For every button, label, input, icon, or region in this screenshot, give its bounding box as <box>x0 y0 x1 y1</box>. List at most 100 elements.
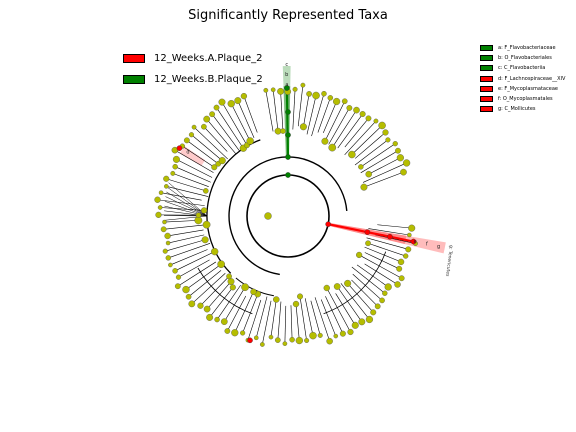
leaf-node <box>231 329 239 337</box>
leaf-node <box>154 196 161 203</box>
leaf-node <box>332 97 341 106</box>
leaf-node <box>300 82 306 88</box>
leaf-node <box>209 111 216 118</box>
chart-title: Significantly Represented Taxa <box>188 8 388 23</box>
branch-spoke <box>297 85 304 127</box>
branch-spoke <box>200 276 230 306</box>
fan-branch <box>168 182 208 217</box>
node-group-a <box>176 145 183 151</box>
leaf-node <box>160 226 167 233</box>
branch-spoke <box>160 192 202 201</box>
leaf-node <box>358 318 366 326</box>
leaf-node <box>304 338 310 344</box>
leaf-node <box>175 274 182 280</box>
branch-spoke <box>230 103 251 142</box>
inner-node <box>333 283 341 290</box>
inner-node <box>358 164 364 170</box>
branch-spoke <box>163 224 207 230</box>
inner-node <box>200 207 208 214</box>
branch-spoke <box>328 107 350 145</box>
taxa-key-label-b: b: O_Flavobacteriales <box>498 55 552 62</box>
sector-red-small <box>179 146 206 166</box>
inner-node <box>202 188 209 194</box>
taxa-key-item-g: g: C_Mollicutes <box>480 105 565 114</box>
branch-spoke <box>216 284 241 320</box>
root-node <box>264 212 272 220</box>
branch-spoke <box>185 263 222 290</box>
branch-spoke <box>280 91 284 132</box>
leaf-node <box>240 330 246 336</box>
branch-spoke <box>247 299 262 341</box>
taxa-key-label-c: c: C_Flavobacteriia <box>498 65 546 72</box>
branch-spoke <box>310 300 321 336</box>
branch-spoke <box>174 149 214 173</box>
inner-node <box>321 137 329 145</box>
taxa-key-legend: a: F_Flavobacteriaceae b: O_Flavobacteri… <box>480 44 565 115</box>
leaf-node <box>191 124 197 130</box>
branch-spoke <box>299 296 307 341</box>
branch-spoke <box>203 126 228 152</box>
branch-spoke <box>191 273 226 305</box>
leaf-node <box>270 87 276 93</box>
inner-node <box>226 273 232 280</box>
node-group-b <box>285 132 291 138</box>
branch-spoke <box>221 101 248 146</box>
leaf-node <box>365 315 374 324</box>
leaf-node <box>295 336 303 345</box>
branch-spoke <box>354 132 386 159</box>
leaf-node <box>312 91 320 100</box>
sector-letter-small: d <box>186 149 189 155</box>
leaf-node <box>172 155 180 163</box>
branch-spoke <box>262 300 272 345</box>
branch-spoke <box>243 96 258 133</box>
leaf-node <box>263 87 269 93</box>
leaf-node <box>397 258 405 266</box>
taxa-key-item-e: e: F_Mycoplasmataceae <box>480 84 565 93</box>
leaf-node <box>289 336 295 343</box>
leaf-node <box>188 132 195 138</box>
leaf-node <box>218 98 226 106</box>
branch-spoke <box>344 118 369 148</box>
leaf-node <box>183 137 190 144</box>
sector-letter-green: a <box>285 82 288 88</box>
branch-spoke <box>255 296 268 338</box>
branch-spoke <box>358 254 402 279</box>
leaf-node <box>306 91 312 97</box>
branch-spoke <box>366 237 409 250</box>
leaf-node <box>359 111 366 118</box>
branch-spoke <box>157 199 205 206</box>
leaf-node <box>353 106 360 114</box>
branch-spoke <box>170 249 208 266</box>
ring-phylum <box>246 174 330 258</box>
branch-spoke <box>363 171 404 188</box>
leaf-node <box>165 255 171 261</box>
taxa-key-swatch-g <box>480 105 493 112</box>
sector-labels: cba g f e d <box>186 62 440 250</box>
taxa-key-label-d: d: F_Lachnospiraceae__XIV <box>498 75 566 82</box>
leaf-node <box>407 232 412 238</box>
branch-spoke <box>193 126 228 160</box>
leaf-node <box>392 141 398 147</box>
node-group-b <box>285 172 291 178</box>
node-group-b <box>285 109 291 115</box>
branch-spoke <box>344 120 377 156</box>
branch-spoke <box>335 293 356 326</box>
taxa-key-swatch-d <box>480 75 493 82</box>
branch-spoke <box>224 287 246 322</box>
inner-node <box>328 143 337 152</box>
fan-branch <box>167 187 208 217</box>
branch-spoke <box>178 259 210 278</box>
leaf-node <box>213 104 220 111</box>
inner-node <box>344 279 352 287</box>
leaf-node <box>339 330 346 337</box>
leaf-node <box>274 337 281 343</box>
sector-letter-green: b <box>285 72 288 78</box>
leaf-node <box>227 100 235 108</box>
branch-spoke <box>164 220 199 223</box>
leaf-node <box>402 159 411 167</box>
branch-spoke <box>172 173 209 187</box>
leaf-node <box>385 137 391 143</box>
arc-order-2 <box>197 267 253 315</box>
branch-spoke <box>227 295 247 332</box>
taxa-key-label-f: f: O_Mycoplasmatales <box>498 95 553 102</box>
